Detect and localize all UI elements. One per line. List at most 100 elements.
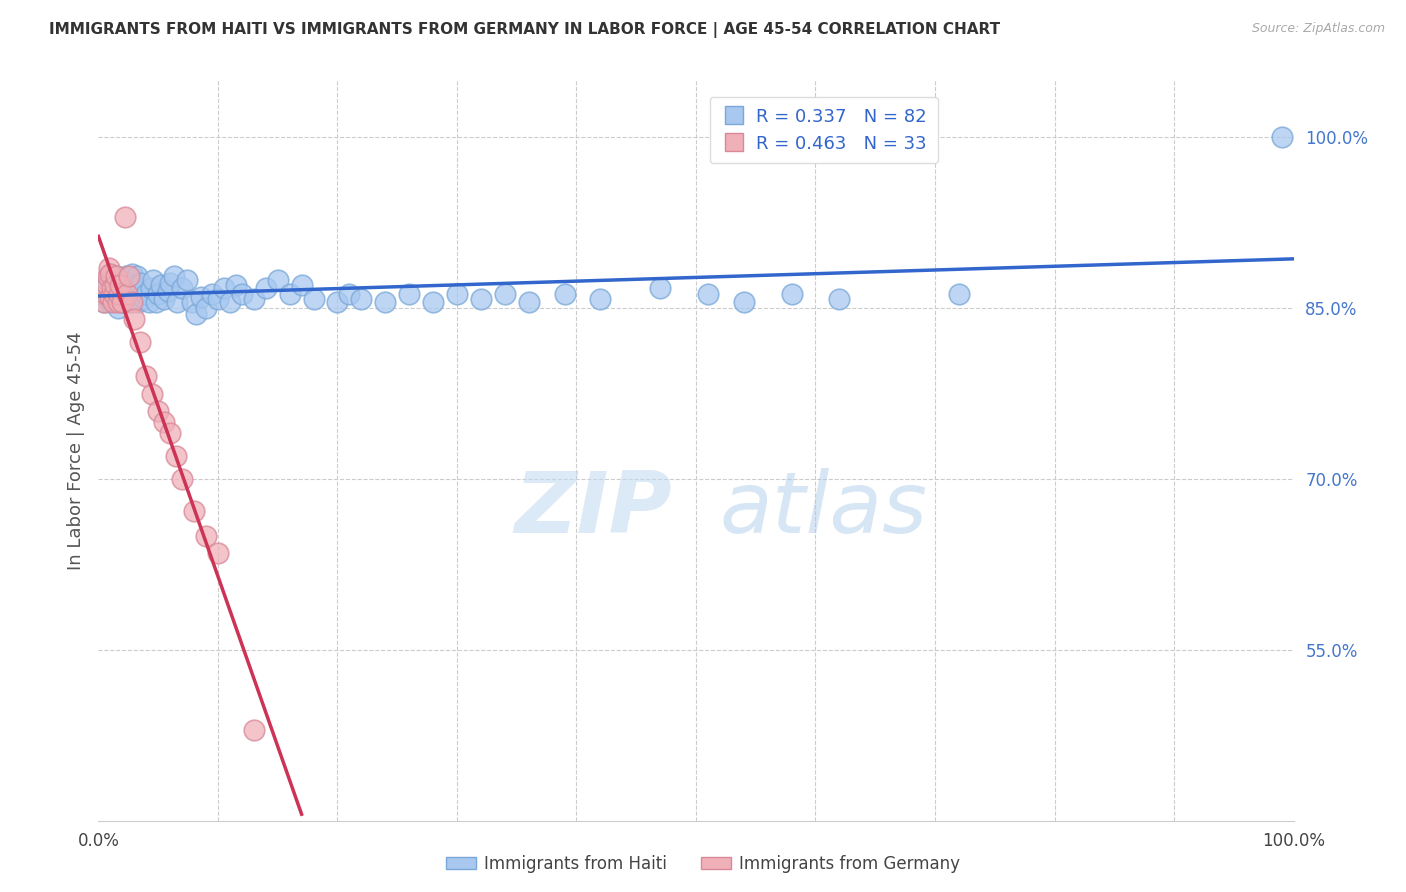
Point [156, 284, 179, 298]
Point [172, 280, 194, 294]
Point [98, 267, 122, 281]
Point [153, 415, 176, 429]
Point [648, 280, 672, 294]
Point [517, 295, 540, 310]
Point [125, 269, 148, 284]
Point [195, 529, 218, 543]
Point [124, 278, 146, 293]
Y-axis label: In Labor Force | Age 45-54: In Labor Force | Age 45-54 [66, 331, 84, 570]
Point [1271, 130, 1294, 145]
Point [172, 472, 194, 486]
Point [339, 287, 361, 301]
Point [97, 269, 120, 284]
Point [180, 295, 202, 310]
Point [100, 280, 122, 294]
Point [142, 272, 165, 286]
Point [398, 287, 420, 301]
Point [470, 292, 492, 306]
Point [114, 210, 136, 224]
Point [105, 269, 128, 284]
Point [201, 287, 224, 301]
Point [219, 295, 242, 310]
Point [422, 295, 444, 310]
Point [105, 269, 128, 284]
Point [135, 287, 157, 301]
Point [96, 278, 118, 293]
Point [111, 295, 134, 310]
Point [267, 272, 290, 286]
Point [733, 295, 755, 310]
Point [94, 287, 117, 301]
Point [165, 449, 187, 463]
Point [107, 301, 129, 315]
Point [111, 295, 134, 310]
Point [135, 369, 157, 384]
Point [107, 287, 129, 301]
Point [446, 287, 468, 301]
Point [98, 290, 122, 304]
Point [225, 278, 247, 293]
Point [118, 269, 141, 284]
Text: Source: ZipAtlas.com: Source: ZipAtlas.com [1251, 22, 1385, 36]
Point [101, 295, 124, 310]
Point [207, 546, 229, 560]
Point [93, 295, 115, 310]
Point [195, 301, 218, 315]
Point [190, 290, 212, 304]
Point [212, 280, 235, 294]
Point [780, 287, 803, 301]
Point [108, 280, 131, 294]
Point [291, 278, 314, 293]
Point [104, 276, 127, 290]
Point [148, 287, 170, 301]
Point [112, 287, 135, 301]
Point [98, 261, 121, 276]
Point [231, 287, 253, 301]
Point [93, 295, 115, 310]
Point [96, 284, 118, 298]
Point [166, 295, 188, 310]
Point [243, 292, 266, 306]
Point [145, 295, 167, 310]
Point [350, 292, 373, 306]
Point [153, 292, 176, 306]
Point [697, 287, 720, 301]
Point [107, 295, 129, 310]
Point [278, 287, 301, 301]
Point [207, 292, 229, 306]
Point [163, 269, 186, 284]
Point [98, 295, 122, 310]
Point [98, 267, 122, 281]
Point [554, 287, 576, 301]
Point [131, 276, 153, 290]
Point [110, 272, 132, 286]
Point [141, 386, 163, 401]
Point [159, 276, 181, 290]
Point [183, 504, 205, 518]
Point [121, 267, 143, 281]
Point [374, 295, 396, 310]
Point [589, 292, 612, 306]
Point [107, 290, 129, 304]
Point [100, 278, 122, 293]
Point [120, 292, 142, 306]
Point [243, 723, 266, 737]
Point [124, 312, 146, 326]
Point [159, 426, 181, 441]
Point [176, 272, 198, 286]
Legend: R = 0.337   N = 82, R = 0.463   N = 33: R = 0.337 N = 82, R = 0.463 N = 33 [710, 96, 938, 163]
Legend: Immigrants from Haiti, Immigrants from Germany: Immigrants from Haiti, Immigrants from G… [440, 848, 966, 880]
Point [326, 295, 349, 310]
Point [103, 287, 125, 301]
Point [101, 292, 124, 306]
Text: ZIP: ZIP [515, 468, 672, 551]
Point [129, 335, 152, 350]
Point [128, 284, 150, 298]
Text: IMMIGRANTS FROM HAITI VS IMMIGRANTS FROM GERMANY IN LABOR FORCE | AGE 45-54 CORR: IMMIGRANTS FROM HAITI VS IMMIGRANTS FROM… [49, 22, 1000, 38]
Point [97, 278, 120, 293]
Point [149, 278, 172, 293]
Point [494, 287, 516, 301]
Point [114, 278, 136, 293]
Point [828, 292, 851, 306]
Point [115, 269, 138, 284]
